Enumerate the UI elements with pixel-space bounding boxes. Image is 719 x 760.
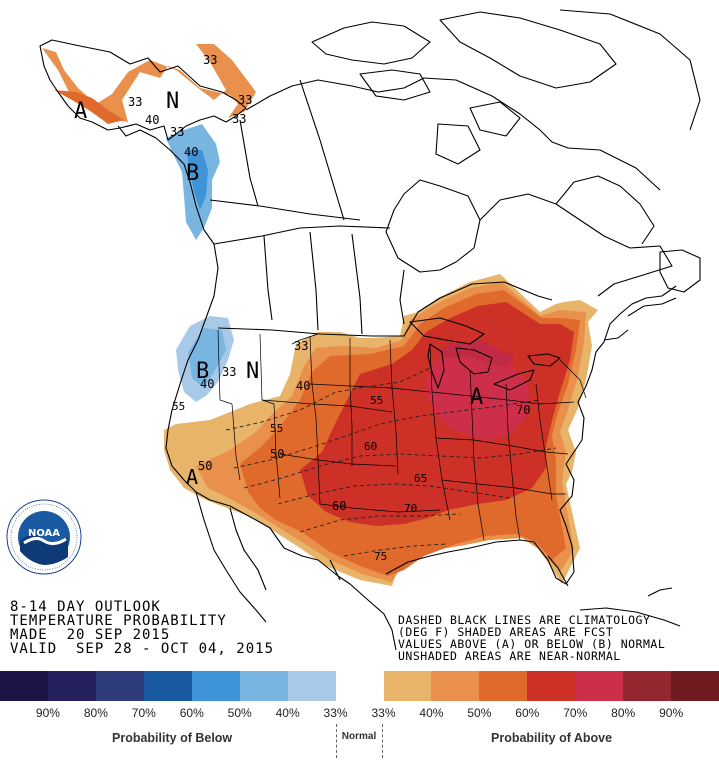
title-line: TEMPERATURE PROBABILITY [10, 613, 227, 629]
legend-swatch [287, 671, 336, 701]
legend-swatch [527, 671, 576, 701]
legend-below-label: Probability of Below [112, 731, 233, 745]
contour-label: 55 [172, 400, 185, 413]
probability-legend [0, 671, 719, 701]
legend-swatch [479, 671, 528, 701]
contour-label: 50 [198, 459, 212, 473]
contour-label: 33 [222, 365, 236, 379]
svg-text:NOAA: NOAA [28, 528, 60, 539]
legend-tick-label: 70% [563, 706, 588, 720]
contour-label: 70 [516, 403, 530, 417]
map-text: 33 33 40 33 33 40 A N B 33 B N 40 33 55 … [74, 53, 530, 563]
alaska-above-region [42, 44, 256, 122]
title-line: 8-14 DAY OUTLOOK [10, 599, 161, 615]
contour-label: 33 [170, 125, 184, 139]
legend-swatch [671, 671, 719, 701]
legend-swatch [575, 671, 624, 701]
forecast-map: 33 33 40 33 33 40 A N B 33 B N 40 33 55 … [39, 9, 701, 651]
map-outlines [39, 9, 701, 651]
legend-tick-label: 33% [323, 706, 348, 720]
forecast-letter-n: N [166, 89, 179, 114]
note-line: (DEG F) SHADED AREAS ARE FCST [398, 625, 614, 639]
legend-swatch [47, 671, 96, 701]
legend-tick-label: 70% [131, 706, 156, 720]
legend-swatch [431, 671, 480, 701]
legend-above-label: Probability of Above [491, 731, 613, 745]
legend-swatch [191, 671, 240, 701]
us-above-70-dark [436, 340, 514, 368]
contour-label: 40 [296, 379, 310, 393]
forecast-letter-b: B [196, 359, 209, 384]
climatology-label: 55 [270, 422, 283, 435]
title-line: VALID SEP 28 - OCT 04, 2015 [10, 641, 275, 657]
climatology-label: 65 [414, 472, 427, 485]
legend-ticks: 90% 80% 70% 60% 50% 40% 33% 33% 40% 50% 60% 70% 80% 9… [0, 703, 719, 723]
forecast-letter-b: B [186, 161, 199, 186]
forecast-contours [291, 333, 319, 345]
legend-swatch [239, 671, 288, 701]
legend-tick-label: 80% [611, 706, 636, 720]
legend-swatch [95, 671, 144, 701]
legend-tick-label: 80% [83, 706, 108, 720]
climatology-label: 60 [364, 440, 377, 453]
legend-divider [382, 724, 383, 758]
map-notes: DASHED BLACK LINES ARE CLIMATOLOGY (DEG F… [398, 614, 665, 662]
contour-label: 33 [294, 339, 308, 353]
title-line: MADE 20 SEP 2015 [10, 627, 171, 643]
legend-swatch [143, 671, 192, 701]
contour-label: 60 [332, 499, 346, 513]
climatology-label: 55 [370, 394, 383, 407]
forecast-letter-n: N [246, 359, 259, 384]
contour-label: 50 [270, 447, 284, 461]
legend-tick-label: 33% [371, 706, 396, 720]
legend-divider [336, 724, 337, 758]
state-lines [217, 329, 587, 541]
legend-swatch [0, 671, 48, 701]
legend-tick-label: 50% [467, 706, 492, 720]
contour-label: 33 [238, 93, 252, 107]
legend-tick-label: 60% [179, 706, 204, 720]
contour-label: 33 [232, 112, 246, 126]
climatology-label: 75 [374, 550, 387, 563]
legend-swatch [623, 671, 672, 701]
forecast-letter-a: A [186, 465, 198, 489]
contour-label: 40 [200, 377, 214, 391]
us-above-70 [426, 344, 530, 440]
contour-label: 40 [184, 145, 198, 159]
contour-label: 33 [203, 53, 217, 67]
legend-tick-label: 90% [35, 706, 60, 720]
forecast-letter-a: A [470, 385, 483, 410]
legend-tick-label: 60% [515, 706, 540, 720]
legend-tick-label: 40% [419, 706, 444, 720]
legend-normal-label: Normal [341, 731, 377, 742]
alaska-below-core [186, 150, 208, 210]
legend-swatch [335, 671, 384, 701]
legend-tick-label: 40% [275, 706, 300, 720]
forecast-letter-a: A [74, 99, 87, 124]
noaa-logo: NOAA [6, 499, 82, 575]
legend-tick-label: 50% [227, 706, 252, 720]
alaska-above-core [54, 90, 124, 124]
outlook-title-block: 8-14 DAY OUTLOOK TEMPERATURE PROBABILITY M… [10, 600, 274, 656]
climatology-label: 70 [404, 502, 417, 515]
note-line: VALUES ABOVE (A) OR BELOW (B) NORMAL [398, 637, 666, 651]
note-line: UNSHADED AREAS ARE NEAR-NORMAL [398, 649, 621, 663]
west-below-core [188, 328, 226, 388]
contour-label: 40 [145, 113, 159, 127]
legend-tick-label: 90% [659, 706, 684, 720]
climatology-lines [225, 367, 557, 557]
contour-label: 33 [128, 95, 142, 109]
legend-swatch [383, 671, 432, 701]
note-line: DASHED BLACK LINES ARE CLIMATOLOGY [398, 613, 651, 627]
